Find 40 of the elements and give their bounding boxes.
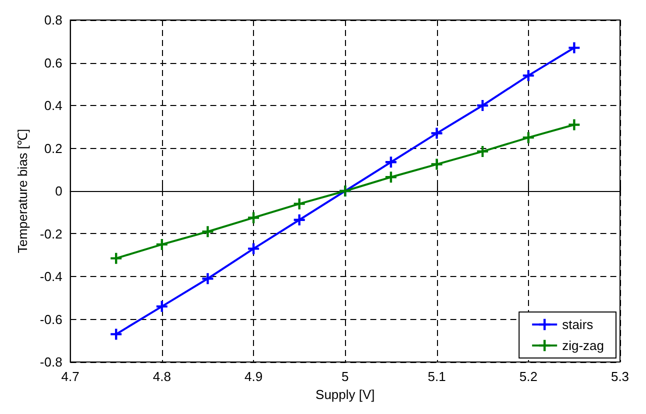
point <box>477 146 488 157</box>
point <box>522 132 534 144</box>
y-tick-label: 0.2 <box>44 140 62 156</box>
y-tick-label: 0.6 <box>44 55 62 70</box>
x-tick-label: 5.2 <box>519 369 538 384</box>
point <box>477 100 488 111</box>
point <box>110 252 122 264</box>
point <box>568 119 580 130</box>
x-tick-label: 4.8 <box>152 369 171 384</box>
point <box>385 172 396 183</box>
point <box>431 128 442 139</box>
legend-label: zig-zag <box>562 338 604 353</box>
x-tick-label: 4.7 <box>61 369 80 384</box>
point <box>248 212 260 224</box>
point <box>110 328 122 340</box>
x-tick-label: 5.3 <box>610 369 630 384</box>
y-tick-label: -0.4 <box>40 269 62 284</box>
x-axis-title: Supply [V] <box>316 386 375 402</box>
y-tick-label: 0.4 <box>44 98 62 113</box>
point <box>294 198 305 210</box>
y-tick-label: -0.6 <box>40 312 62 327</box>
y-tick-label: -0.8 <box>40 354 62 370</box>
legend-label: stairs <box>562 317 594 332</box>
x-tick-label: 4.9 <box>244 369 263 384</box>
x-tick-label: 5.1 <box>428 369 446 384</box>
point <box>156 300 168 312</box>
x-tick-label: 5 <box>342 369 349 384</box>
y-tick-label: 0.8 <box>44 12 62 28</box>
y-tick-label: -0.2 <box>40 226 62 242</box>
point <box>568 42 580 54</box>
y-axis-title: Temperature bias [℃] <box>15 128 30 254</box>
point <box>294 214 305 226</box>
point <box>431 158 442 170</box>
point <box>522 70 534 82</box>
point <box>385 156 396 168</box>
point <box>202 273 214 284</box>
point <box>202 226 214 238</box>
point <box>248 243 260 254</box>
point <box>156 238 168 250</box>
y-tick-label: 0 <box>55 184 62 198</box>
